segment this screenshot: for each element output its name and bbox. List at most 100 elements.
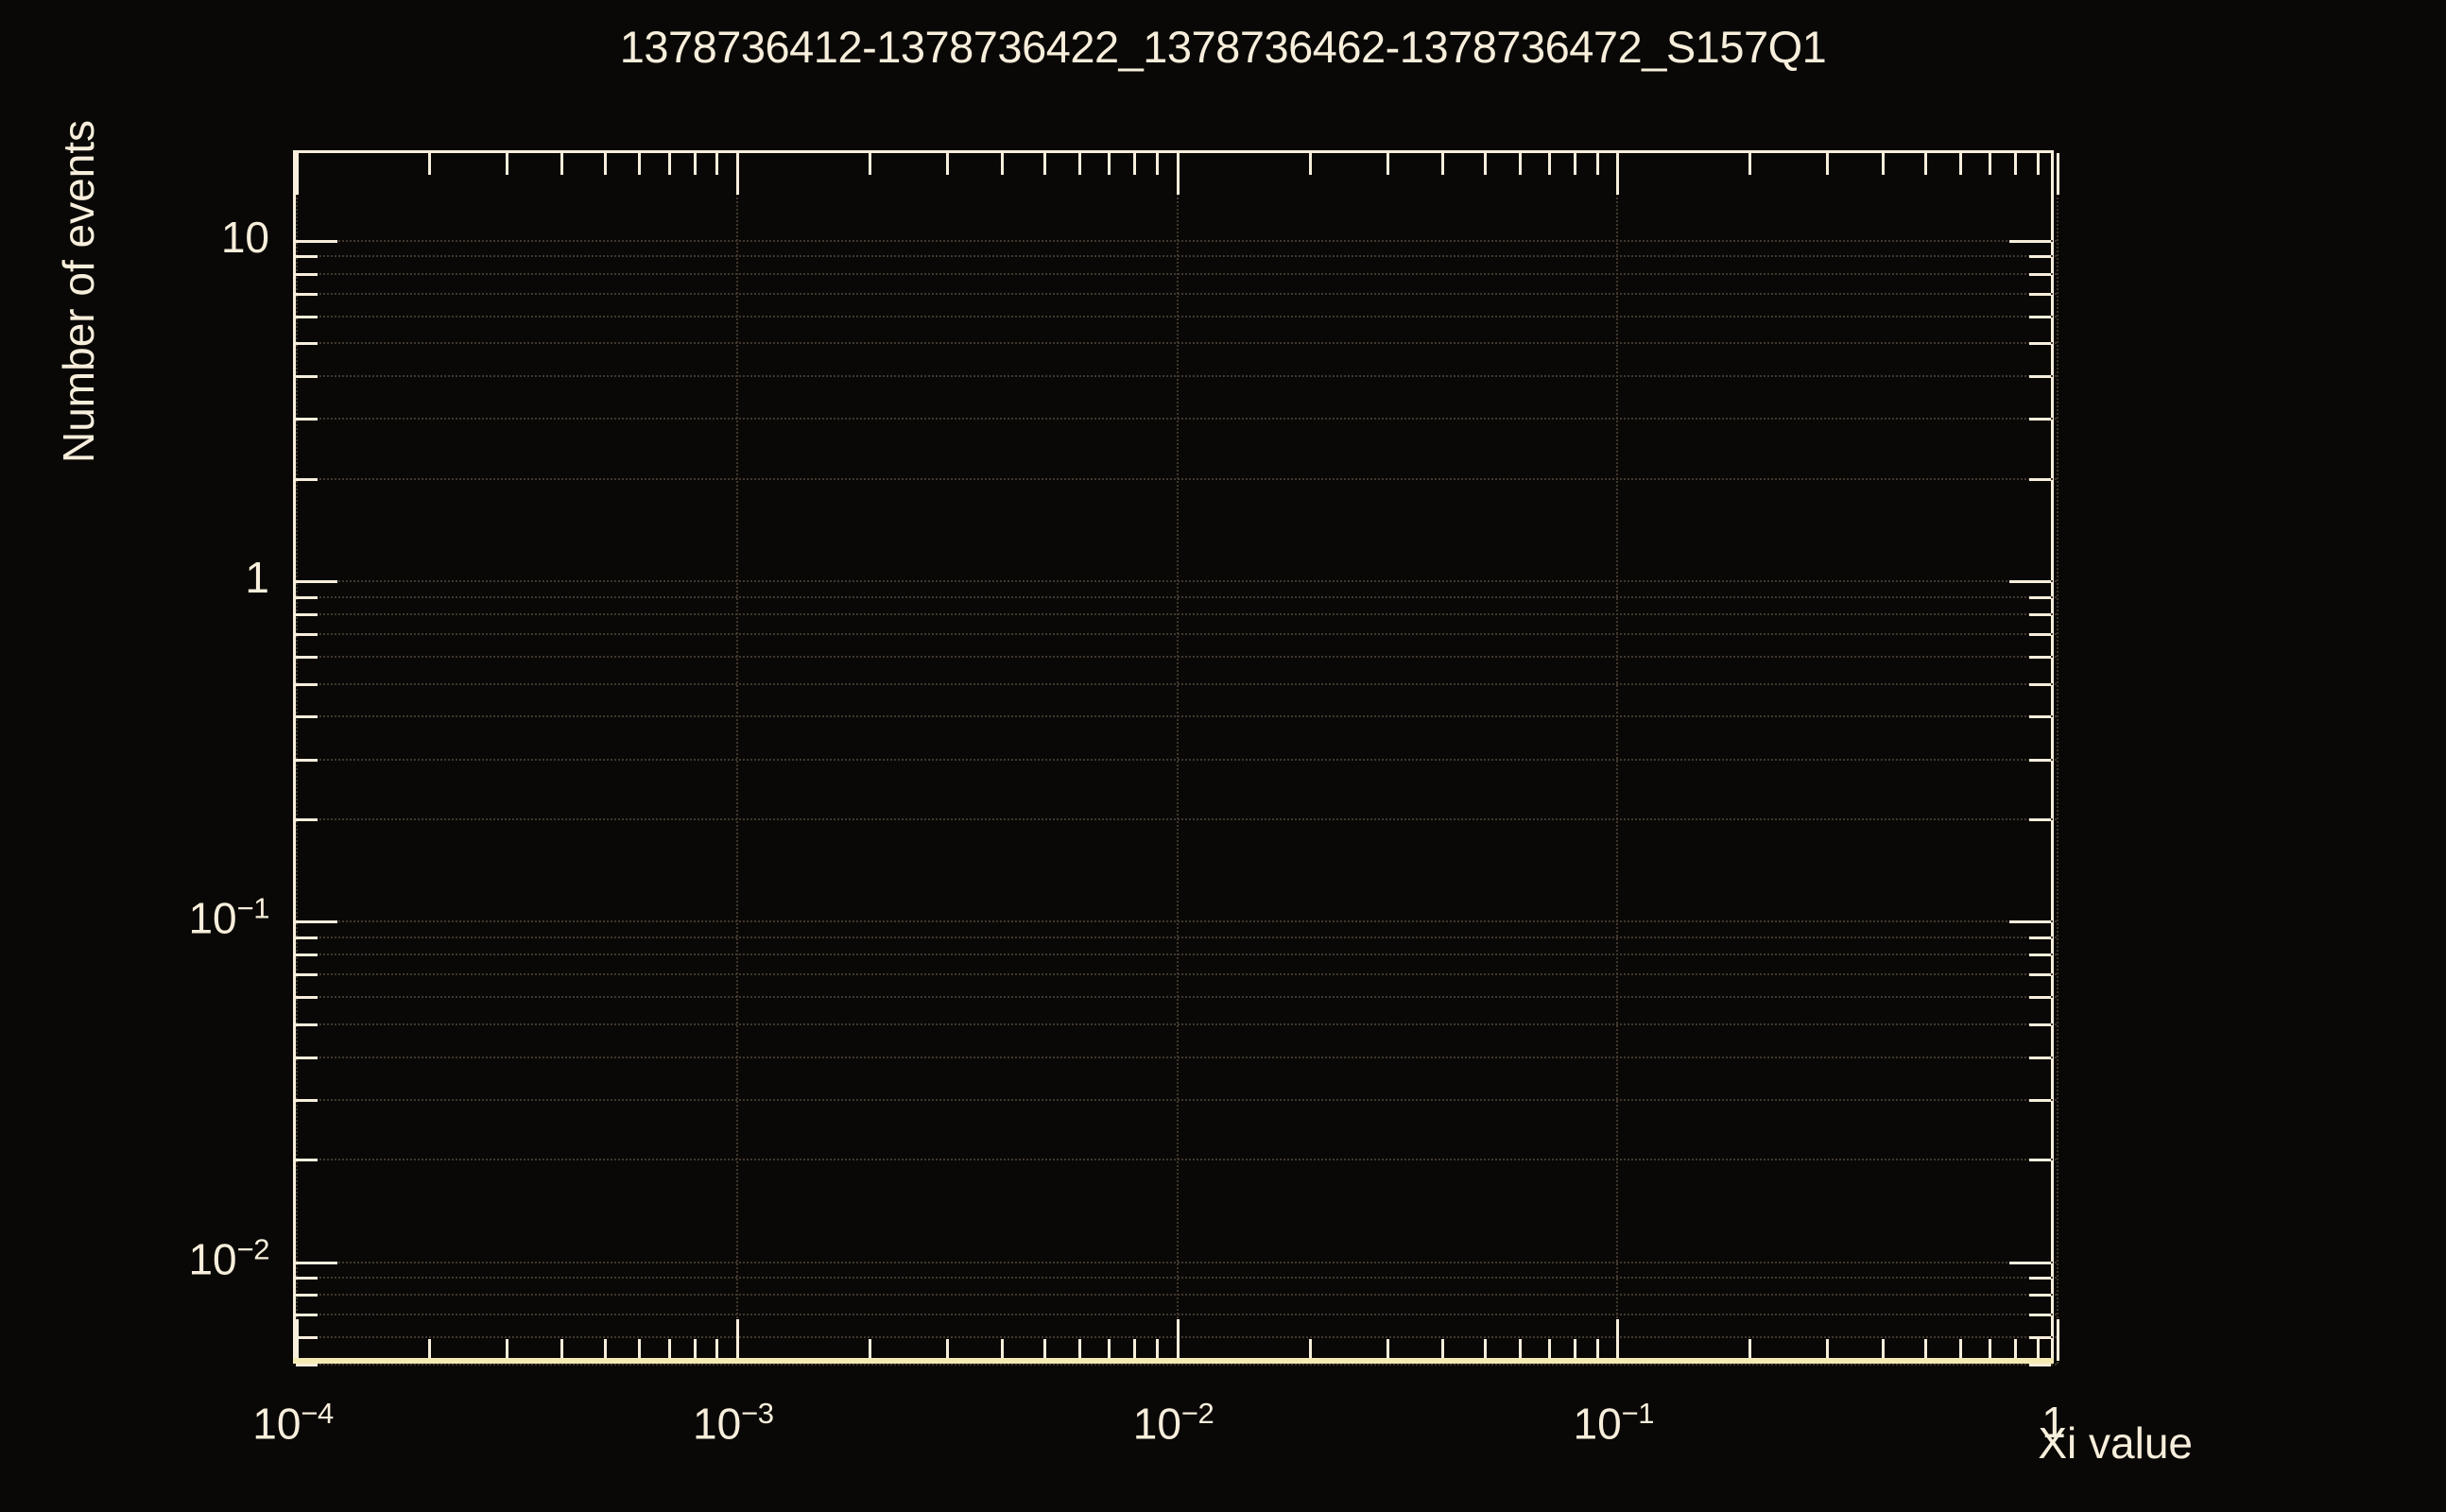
- x-tick-minor-top: [1133, 153, 1137, 175]
- y-tick-minor: [296, 954, 318, 957]
- x-tick-minor: [506, 1339, 509, 1361]
- x-tick-minor: [1133, 1339, 1137, 1361]
- x-tick-minor-top: [2036, 153, 2040, 175]
- grid-line-vertical: [735, 153, 738, 1364]
- x-tick-minor: [2036, 1339, 2040, 1361]
- x-tick-minor-top: [1826, 153, 1830, 175]
- y-tick-minor: [296, 1314, 318, 1317]
- x-tick-minor: [638, 1339, 642, 1361]
- grid-line-vertical: [2057, 153, 2058, 1364]
- y-tick-minor: [296, 758, 318, 762]
- x-tick-minor-top: [693, 153, 697, 175]
- y-tick-major-right: [2009, 1261, 2051, 1264]
- x-tick-minor-top: [1043, 153, 1047, 175]
- x-tick-minor: [1078, 1339, 1082, 1361]
- x-tick-mantissa: 10: [1132, 1399, 1181, 1449]
- y-tick-minor-right: [2029, 656, 2051, 660]
- x-tick-minor: [1156, 1339, 1160, 1361]
- x-tick-exponent: −1: [1621, 1397, 1655, 1430]
- x-tick-minor-top: [868, 153, 871, 175]
- x-tick-minor-top: [1078, 153, 1082, 175]
- x-tick-minor: [1440, 1339, 1444, 1361]
- x-tick-minor: [1001, 1339, 1005, 1361]
- x-tick-major: [296, 1319, 299, 1361]
- y-tick-label: 1: [245, 552, 269, 603]
- x-tick-minor-top: [603, 153, 607, 175]
- y-tick-minor-right: [2029, 682, 2051, 686]
- y-tick-mantissa: 10: [188, 894, 237, 944]
- y-tick-minor: [296, 973, 318, 977]
- y-tick-minor-right: [2029, 632, 2051, 636]
- x-tick-major: [1616, 1319, 1620, 1361]
- x-tick-major-top: [1616, 153, 1620, 195]
- x-tick-minor: [1826, 1339, 1830, 1361]
- x-axis-title: Xi value: [2038, 1418, 2193, 1468]
- x-tick-minor-top: [1156, 153, 1160, 175]
- y-tick-minor-right: [2029, 315, 2051, 318]
- x-tick-major-top: [1176, 153, 1180, 195]
- plot-frame: [293, 150, 2059, 1366]
- x-tick-minor-top: [667, 153, 671, 175]
- x-axis-line: [293, 1358, 2054, 1364]
- x-tick-exponent: −2: [1180, 1397, 1214, 1430]
- y-tick-minor: [296, 1098, 318, 1102]
- x-tick-minor: [1386, 1339, 1389, 1361]
- x-tick-mantissa: 10: [252, 1399, 301, 1449]
- y-tick-minor-right: [2029, 715, 2051, 719]
- x-tick-minor: [1748, 1339, 1752, 1361]
- x-tick-minor: [1308, 1339, 1312, 1361]
- y-tick-minor: [296, 996, 318, 1000]
- y-tick-minor-right: [2029, 477, 2051, 481]
- y-tick-minor-right: [2029, 595, 2051, 599]
- y-tick-minor: [296, 817, 318, 821]
- y-tick-minor: [296, 375, 318, 379]
- x-tick-minor-top: [1386, 153, 1389, 175]
- grid-line-horizontal: [296, 1364, 2057, 1366]
- y-tick-minor: [296, 1056, 318, 1059]
- y-tick-minor: [296, 632, 318, 636]
- x-tick-minor: [693, 1339, 697, 1361]
- x-tick-minor-top: [1748, 153, 1752, 175]
- x-tick-minor: [428, 1339, 432, 1361]
- x-tick-minor: [715, 1339, 719, 1361]
- y-tick-minor: [296, 715, 318, 719]
- y-tick-minor-right: [2029, 758, 2051, 762]
- x-tick-major: [2057, 1319, 2059, 1361]
- x-tick-minor-top: [945, 153, 949, 175]
- x-tick-minor: [1043, 1339, 1047, 1361]
- x-tick-minor-top: [1548, 153, 1552, 175]
- x-tick-label: 1: [2041, 1397, 2066, 1448]
- x-tick-label: 10−1: [1573, 1397, 1654, 1449]
- x-tick-minor-top: [1595, 153, 1599, 175]
- y-tick-minor: [296, 1159, 318, 1162]
- y-tick-minor-right: [2029, 255, 2051, 259]
- y-tick-minor: [296, 255, 318, 259]
- y-tick-minor: [296, 315, 318, 318]
- x-tick-minor: [1574, 1339, 1577, 1361]
- x-tick-minor: [667, 1339, 671, 1361]
- x-tick-minor: [560, 1339, 564, 1361]
- x-tick-major-top: [296, 153, 299, 195]
- x-tick-exponent: −3: [741, 1397, 774, 1430]
- x-tick-minor-top: [1484, 153, 1488, 175]
- x-tick-minor: [1548, 1339, 1552, 1361]
- x-tick-minor: [1958, 1339, 1962, 1361]
- y-tick-major: [296, 580, 337, 584]
- x-tick-minor-top: [428, 153, 432, 175]
- y-tick-minor-right: [2029, 817, 2051, 821]
- y-tick-minor-right: [2029, 1098, 2051, 1102]
- x-tick-label: 10−2: [1133, 1397, 1214, 1449]
- y-tick-minor: [296, 1022, 318, 1026]
- x-tick-minor: [1108, 1339, 1111, 1361]
- x-tick-minor: [1988, 1339, 1991, 1361]
- x-tick-major: [1176, 1319, 1180, 1361]
- x-tick-minor: [2013, 1339, 2017, 1361]
- x-tick-label: 10−4: [252, 1397, 334, 1449]
- y-tick-minor-right: [2029, 1022, 2051, 1026]
- x-tick-minor: [1595, 1339, 1599, 1361]
- x-tick-mantissa: 10: [1573, 1399, 1622, 1449]
- y-tick-minor: [296, 595, 318, 599]
- x-tick-major-top: [2057, 153, 2059, 195]
- y-tick-minor: [296, 477, 318, 481]
